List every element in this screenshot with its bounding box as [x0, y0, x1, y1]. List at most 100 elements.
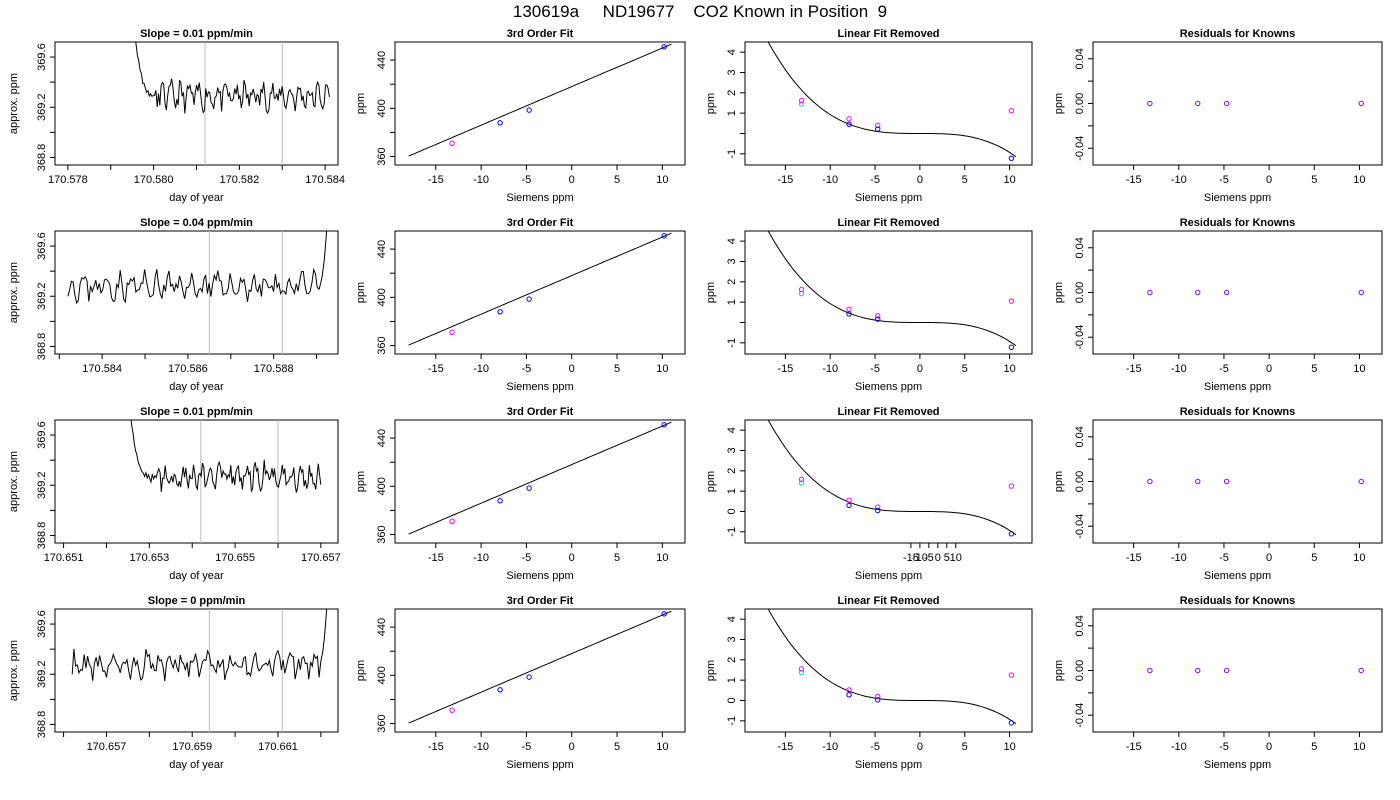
y-tick-label: 1 [726, 488, 738, 494]
x-tick-label: 10 [1353, 741, 1365, 753]
y-tick-label: 400 [376, 477, 388, 495]
x-axis-label: Siemens ppm [855, 570, 922, 582]
plot-area [1147, 478, 1364, 485]
x-tick-label: 10 [950, 552, 962, 564]
x-tick-label: -5 [522, 552, 532, 564]
y-axis-label: approx. ppm [8, 262, 20, 323]
x-axis-label: Siemens ppm [1204, 570, 1271, 582]
y-tick-label: 360 [376, 336, 388, 354]
y-tick-label: 2 [726, 90, 738, 96]
y-tick-label: 1 [726, 110, 738, 116]
x-tick-label: -5 [522, 741, 532, 753]
plot-frame [744, 230, 1033, 355]
y-axis-label: ppm [705, 93, 717, 114]
x-tick-label: -15 [1126, 552, 1142, 564]
x-tick-label: -15 [1126, 363, 1142, 375]
x-tick-label: 0 [569, 174, 575, 186]
panel-title: Residuals for Knowns [1180, 406, 1296, 418]
y-axis-label: ppm [705, 660, 717, 681]
data-point [661, 233, 667, 239]
x-tick-label: 0 [569, 363, 575, 375]
x-tick-label: 10 [656, 552, 668, 564]
x-tick-label: 5 [1311, 552, 1317, 564]
data-point [1223, 478, 1230, 485]
data-point [1008, 531, 1015, 537]
data-point [875, 313, 881, 319]
x-axis-label: Siemens ppm [506, 381, 573, 393]
x-tick-label: 5 [1311, 174, 1317, 186]
data-point [1195, 100, 1201, 107]
y-tick-label: 369.6 [36, 43, 48, 71]
x-tick-label: 10 [1003, 363, 1015, 375]
plot-area [67, 231, 328, 354]
data-point [1008, 720, 1015, 726]
y-tick-label: 0.04 [1074, 48, 1086, 69]
x-axis-label: Siemens ppm [1204, 381, 1271, 393]
y-tick-label: 440 [376, 618, 388, 636]
fit-curve [408, 421, 672, 535]
y-tick-label: 4 [726, 616, 738, 622]
data-point [875, 697, 881, 703]
y-tick-label: 3 [726, 636, 738, 642]
x-axis-label: Siemens ppm [506, 759, 573, 771]
data-point [875, 316, 881, 322]
data-point [875, 504, 881, 510]
x-axis-label: Siemens ppm [506, 570, 573, 582]
plot-area [767, 420, 1017, 537]
data-point [1008, 344, 1015, 350]
x-tick-label: 170.657 [301, 552, 341, 564]
panel-title: Linear Fit Removed [837, 28, 939, 40]
y-tick-label: 0.04 [1074, 426, 1086, 447]
x-tick-label: 10 [1003, 741, 1015, 753]
panel-1-2: Linear Fit Removed -15 -10 -5 0 5 10 -1 1 2 3 4 Siem… [705, 217, 1033, 393]
y-axis-label: approx. ppm [8, 640, 20, 701]
x-tick-label: -5 [1219, 741, 1229, 753]
x-tick-label: 170.584 [305, 174, 345, 186]
x-tick-label: -15 [903, 552, 919, 564]
data-point [449, 140, 455, 146]
data-point [1147, 100, 1153, 107]
x-tick-label: 5 [962, 174, 968, 186]
data-point [1223, 100, 1230, 107]
panel-title: 3rd Order Fit [507, 595, 574, 607]
data-point [1008, 483, 1015, 489]
y-tick-label: 1 [726, 299, 738, 305]
plot-area [1147, 100, 1364, 107]
data-point [526, 296, 532, 302]
x-tick-label: 170.580 [134, 174, 174, 186]
y-tick-label: 0.04 [1074, 615, 1086, 636]
y-axis-label: ppm [1053, 471, 1065, 492]
x-tick-label: -15 [428, 174, 444, 186]
x-tick-label: 10 [656, 363, 668, 375]
y-tick-label: 440 [376, 429, 388, 447]
data-point [1008, 298, 1015, 304]
plot-frame [744, 419, 1033, 544]
data-point [526, 485, 532, 491]
plot-area [408, 43, 672, 157]
data-point [846, 306, 852, 312]
y-tick-label: 368.8 [36, 144, 48, 172]
y-tick-label: 3 [726, 258, 738, 264]
x-tick-label: 170.653 [129, 552, 169, 564]
data-point [661, 44, 667, 50]
y-axis-label: ppm [355, 282, 367, 303]
x-tick-label: 170.657 [87, 741, 127, 753]
data-point [661, 611, 667, 617]
y-tick-label: -1 [726, 716, 738, 726]
x-tick-label: 0 [569, 741, 575, 753]
plot-area [767, 609, 1017, 726]
fit-curve [767, 231, 1017, 347]
data-point [1358, 289, 1364, 296]
plot-area [767, 231, 1017, 350]
x-tick-label: 5 [962, 741, 968, 753]
panel-title: Slope = 0.01 ppm/min [140, 28, 253, 40]
data-point [449, 329, 455, 335]
y-tick-label: 400 [376, 666, 388, 684]
y-tick-label: 360 [376, 147, 388, 165]
data-point [1195, 478, 1201, 485]
plot-frame [1092, 608, 1383, 733]
x-tick-label: -5 [522, 174, 532, 186]
x-tick-label: 5 [614, 741, 620, 753]
data-point [1358, 478, 1364, 485]
y-tick-label: 369.2 [36, 93, 48, 121]
